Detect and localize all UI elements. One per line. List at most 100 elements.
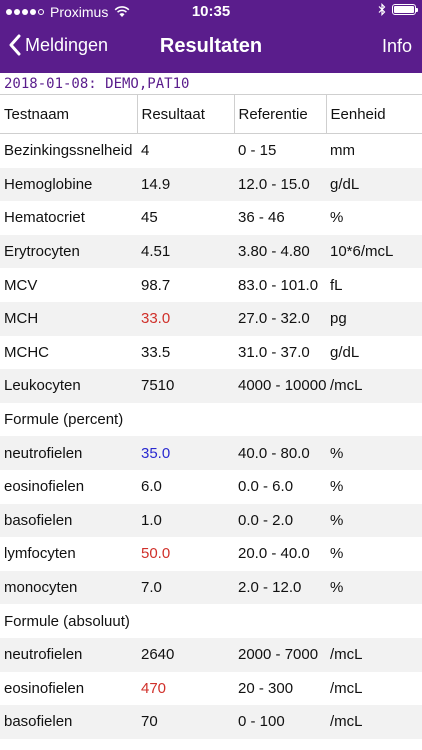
cell-testname: Erytrocyten [0,234,137,269]
cell-testname: neutrofielen [0,436,137,470]
cell-result: 33.5 [141,343,171,361]
table-row[interactable]: Formule (percent) [0,403,422,437]
table-row[interactable]: Hemoglobine 14.9 12.0 - 15.0 g/dL [0,167,422,202]
cell-unit: /mcL [326,705,422,739]
cell-reference: 2.0 - 12.0 [234,570,326,605]
cell-result: 45 [141,209,158,227]
table-row[interactable]: eosinofielen 470 20 - 300/mcL [0,672,422,706]
cell-reference: 0.0 - 2.0 [234,503,326,538]
cell-result [137,403,234,437]
cell-result: 4.51 [137,234,234,269]
cell-reference: 83.0 - 101.0 [238,276,319,294]
navigation-bar: Meldingen Resultaten Info [0,24,422,73]
carrier-info: Proximus [6,4,130,20]
cell-testname: basofielen [0,503,137,538]
table-row[interactable]: Hematocriet 45 36 - 46% [0,201,422,235]
cell-testname: eosinofielen [4,478,85,496]
cell-reference: 0.0 - 6.0 [238,478,294,496]
cell-testname: Hematocriet [4,209,85,227]
table-row[interactable]: Leukocyten 7510 4000 - 10000/mcL [0,369,422,403]
cell-result: 2640 [137,637,234,672]
cell-unit: 10*6/mcL [326,234,422,269]
cell-reference: 4000 - 10000 [234,369,326,403]
cell-testname: neutrofielen [0,637,137,672]
cell-testname: lymfocyten [4,545,76,563]
status-bar: Proximus 10:35 [0,0,422,24]
table-row[interactable]: monocyten 7.0 2.0 - 12.0% [0,570,422,605]
table-row[interactable]: MCV 98.7 83.0 - 101.0 fL [0,268,422,302]
back-button[interactable]: Meldingen [8,34,108,56]
cell-testname: Bezinkingssnelheid [4,142,133,160]
cell-reference: 36 - 46 [238,209,285,227]
info-button[interactable]: Info [381,36,412,56]
carrier-name: Proximus [50,4,109,20]
table-row[interactable]: basofielen 70 0 - 100/mcL [0,705,422,739]
cell-testname: basofielen [0,705,137,739]
column-header-result[interactable]: Resultaat [137,95,235,134]
cell-testname: Formule (absoluut) [4,612,130,630]
results-table: Testnaam Resultaat Referentie Eenheid Be… [0,95,422,739]
patient-header: 2018-01-08: DEMO,PAT10 [0,73,422,95]
battery-icon [392,4,418,15]
cell-reference: 20 - 300 [238,679,294,697]
cell-unit: % [330,478,344,496]
wifi-icon [114,6,130,17]
cell-reference: 12.0 - 15.0 [234,167,326,202]
cell-result: 33.0 [137,301,234,336]
cell-result: 4 [141,142,150,160]
cell-reference [234,604,326,638]
cell-reference [234,403,326,437]
cell-result: 14.9 [137,167,234,202]
signal-icon [6,9,44,15]
cell-reference: 0 - 15 [238,142,277,160]
table-row[interactable]: MCHC 33.5 31.0 - 37.0 g/dL [0,336,422,370]
cell-reference: 20.0 - 40.0 [238,545,310,563]
table-row[interactable]: neutrofielen 2640 2000 - 7000/mcL [0,637,422,672]
column-header-testname[interactable]: Testnaam [0,95,138,134]
cell-result [137,604,234,638]
cell-reference: 40.0 - 80.0 [234,436,326,470]
table-row[interactable]: Erytrocyten 4.51 3.80 - 4.80 10*6/mcL [0,234,422,269]
table-row[interactable]: Formule (absoluut) [0,604,422,638]
top-bar: Proximus 10:35 Meldingen Resultaten Info [0,0,422,73]
status-time: 10:35 [191,3,231,20]
cell-testname: monocyten [0,570,137,605]
cell-unit: /mcL [326,637,422,672]
cell-result: 98.7 [141,276,171,294]
table-row[interactable]: lymfocyten 50.0 20.0 - 40.0% [0,537,422,571]
cell-unit: /mcL [326,369,422,403]
cell-reference: 0 - 100 [234,705,326,739]
cell-reference: 27.0 - 32.0 [234,301,326,336]
cell-unit [326,403,422,437]
table-row[interactable]: Bezinkingssnelheid 4 0 - 15 mm [0,134,422,168]
cell-unit: /mcL [330,679,363,697]
table-row[interactable]: basofielen 1.0 0.0 - 2.0% [0,503,422,538]
cell-result: 7.0 [137,570,234,605]
cell-testname: Hemoglobine [0,167,137,202]
column-header-unit[interactable]: Eenheid [326,95,422,134]
cell-unit: fL [330,276,343,294]
cell-reference: 2000 - 7000 [234,637,326,672]
cell-result: 35.0 [137,436,234,470]
column-header-reference[interactable]: Referentie [234,95,327,134]
table-row[interactable]: eosinofielen 6.0 0.0 - 6.0% [0,470,422,504]
cell-testname: eosinofielen [4,679,85,697]
cell-unit: g/dL [330,343,360,361]
cell-testname: MCH [0,301,137,336]
cell-unit: mm [330,142,355,160]
cell-result: 7510 [137,369,234,403]
cell-unit: % [330,209,344,227]
cell-testname: Formule (percent) [4,411,124,429]
cell-result: 470 [141,679,167,697]
cell-unit: % [326,503,422,538]
cell-result: 1.0 [137,503,234,538]
cell-result: 6.0 [141,478,162,496]
table-row[interactable]: neutrofielen 35.0 40.0 - 80.0% [0,436,422,470]
table-row[interactable]: MCH 33.0 27.0 - 32.0 pg [0,301,422,336]
cell-unit: % [330,545,344,563]
cell-unit: pg [326,301,422,336]
cell-unit [326,604,422,638]
cell-unit: % [326,570,422,605]
status-right [378,3,418,16]
cell-reference: 3.80 - 4.80 [234,234,326,269]
